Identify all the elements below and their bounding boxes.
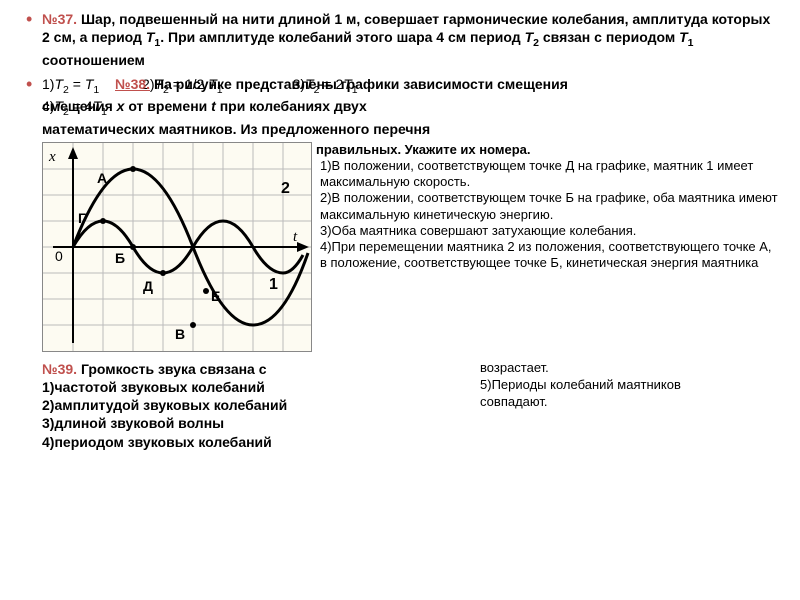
p38-s3: 3)Оба маятника совершают затухающие коле… xyxy=(320,223,780,239)
svg-text:Г: Г xyxy=(78,210,86,226)
svg-text:2: 2 xyxy=(281,180,290,197)
svg-text:Е: Е xyxy=(211,288,220,304)
p38-s1: 1)В положении, соответствующем точке Д н… xyxy=(320,158,780,191)
p38-cont2: математических маятников. Из предложенно… xyxy=(20,120,780,138)
p37-text: Шар, подвешенный на нити длиной 1 м, сов… xyxy=(42,11,770,68)
p38-start-overlay: №38. На рисунке представлены графики зав… xyxy=(115,75,568,93)
p37-opt4-p38-cont: 4)T2 = 4T1 смещения x от времени t при к… xyxy=(20,97,780,119)
problem-37: №37. Шар, подвешенный на нити длиной 1 м… xyxy=(20,10,780,69)
svg-text:Б: Б xyxy=(115,250,125,266)
p38-text-part1: На рисунке представлены графики зависимо… xyxy=(154,76,568,92)
svg-text:1: 1 xyxy=(269,276,278,293)
graph-svg: x t 0 А Г Б Д В Е 1 2 xyxy=(43,143,311,351)
p38-number: №38. xyxy=(115,76,150,92)
p38-cont1: смещения x от времени t при колебаниях д… xyxy=(42,97,367,115)
p39-o4: 4)периодом звуковых колебаний xyxy=(42,433,470,451)
svg-text:Д: Д xyxy=(143,278,153,294)
oscillation-graph: x t 0 А Г Б Д В Е 1 2 xyxy=(42,142,312,352)
p39-head: Громкость звука связана с xyxy=(81,361,267,377)
graph-and-statements: x t 0 А Г Б Д В Е 1 2 правильных. Укажит… xyxy=(20,142,780,352)
p39-o2: 2)амплитудой звуковых колебаний xyxy=(42,396,470,414)
p38-tail: возрастает. 5)Периоды колебаний маятнико… xyxy=(480,360,780,451)
svg-text:А: А xyxy=(97,170,107,186)
p38-statements: правильных. Укажите их номера. 1)В полож… xyxy=(320,142,780,272)
p39-o3: 3)длиной звуковой волны xyxy=(42,414,470,432)
problem-39: №39. Громкость звука связана с 1)частото… xyxy=(42,360,470,451)
p39-number: №39. xyxy=(42,361,77,377)
overlap-p37-p38: 1)T2 = T1 2)T2 = 1/2 T1 3)T2 = 2T1 №38. … xyxy=(20,75,780,97)
p39-o1: 1)частотой звуковых колебаний xyxy=(42,378,470,396)
svg-text:В: В xyxy=(175,326,185,342)
svg-text:0: 0 xyxy=(55,248,63,264)
svg-text:x: x xyxy=(48,149,56,165)
problem-39-area: №39. Громкость звука связана с 1)частото… xyxy=(20,360,780,451)
p38-s4: 4)При перемещении маятника 2 из положени… xyxy=(320,239,780,272)
p38-s2: 2)В положении, соответствующем точке Б н… xyxy=(320,190,780,223)
p37-number: №37. xyxy=(42,11,77,27)
